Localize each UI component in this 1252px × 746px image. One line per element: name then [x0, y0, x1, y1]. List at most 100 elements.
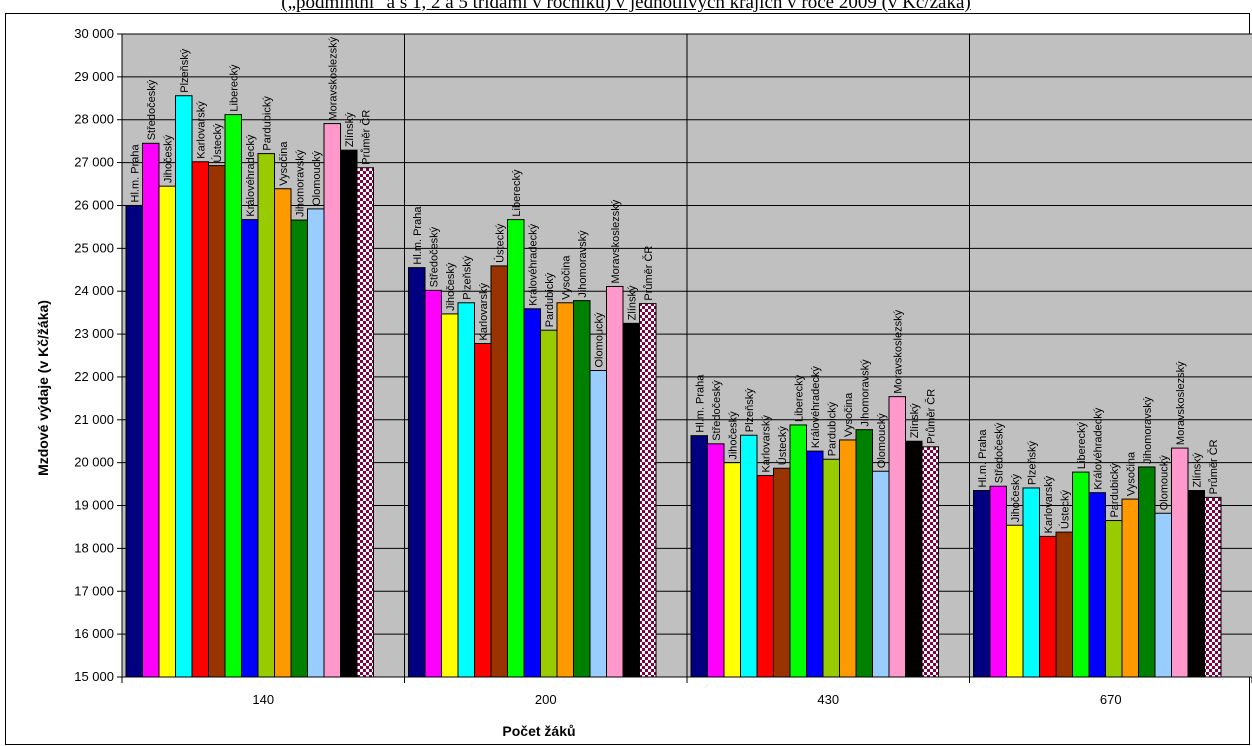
bar	[340, 149, 358, 678]
bar-data-label: Ústecký	[1058, 489, 1071, 529]
chart-title: („podmíntní" a s 1, 2 a 5 třídami v ročn…	[281, 0, 971, 13]
bar-data-label: Středočeský	[146, 79, 158, 140]
bar-data-label: Moravskoslezský	[610, 199, 622, 283]
bar	[622, 322, 640, 678]
bar-data-label: Jihočeský	[445, 262, 457, 311]
bar	[773, 467, 791, 678]
bar-data-label: Průměr ČR	[1207, 439, 1220, 494]
y-tick-label: 27 000	[74, 155, 114, 170]
x-tick-label: 140	[252, 692, 274, 707]
x-axis-label: Počet žáků	[502, 723, 575, 739]
bar-data-label: Pardubický	[544, 272, 556, 327]
bar	[424, 289, 442, 678]
bar-data-label: Karlovarský	[760, 415, 772, 473]
bar	[690, 435, 708, 678]
bar	[1039, 535, 1057, 678]
bar-data-label: Zlínský	[909, 403, 921, 438]
bar	[1055, 531, 1073, 678]
y-tick-label: 17 000	[74, 583, 114, 598]
bar	[707, 443, 725, 678]
bar	[556, 302, 574, 678]
x-tick-label: 200	[535, 692, 557, 707]
bar	[457, 302, 475, 678]
bar	[540, 329, 558, 678]
y-tick-label: 29 000	[74, 69, 114, 84]
bar-data-label: Moravskoslezský	[892, 309, 904, 393]
bar-data-label: Středočeský	[993, 422, 1005, 483]
bar	[241, 219, 259, 678]
y-tick-label: 15 000	[74, 669, 114, 684]
y-tick-label: 21 000	[74, 412, 114, 427]
bar	[822, 458, 840, 678]
bar	[855, 429, 873, 678]
bar	[1138, 466, 1156, 678]
bar-data-label: Královéhradecký	[810, 366, 822, 448]
y-tick-label: 22 000	[74, 369, 114, 384]
bar	[290, 219, 308, 678]
bar-data-label: Moravskoslezský	[327, 36, 339, 120]
y-tick-label: 20 000	[74, 455, 114, 470]
bar-data-label: Liberecký	[793, 374, 805, 422]
bar-data-label: Hl.m. Praha	[129, 144, 141, 203]
bar	[789, 424, 807, 678]
bar-data-label: Jihomoravský	[577, 230, 589, 298]
bar-data-label: Královéhradecký	[527, 223, 539, 305]
bar	[921, 446, 939, 678]
bar-data-label: Pardubický	[261, 96, 273, 151]
bar-data-label: Olomoucký	[311, 150, 323, 206]
bar	[1187, 490, 1205, 678]
bar-data-label: Jihočeský	[727, 411, 739, 460]
bar	[740, 434, 758, 678]
bar	[1204, 496, 1222, 678]
bar	[191, 161, 209, 678]
y-tick-label: 16 000	[74, 626, 114, 641]
bar-data-label: Plzeňský	[744, 388, 756, 433]
bar-data-label: Hl.m. Praha	[412, 206, 424, 265]
y-tick-label: 19 000	[74, 498, 114, 513]
bar	[125, 204, 143, 678]
bar-data-label: Hl.m. Praha	[694, 374, 706, 433]
bar-data-label: Liberecký	[511, 169, 523, 217]
bar	[639, 303, 657, 678]
bar	[1072, 471, 1090, 678]
bar-data-label: Jihomoravský	[294, 149, 306, 217]
bar-data-label: Královéhradecký	[245, 134, 257, 216]
bar	[208, 165, 226, 678]
bar	[723, 462, 741, 678]
bar	[1171, 447, 1189, 678]
y-tick-label: 28 000	[74, 112, 114, 127]
bar	[573, 300, 591, 678]
bar-data-label: Plzeňský	[1026, 440, 1038, 485]
bar-data-label: Plzeňský	[179, 48, 191, 93]
bar	[756, 475, 774, 678]
y-axis-label: Mzdové výdaje (v Kč/žáka)	[35, 300, 51, 476]
bar	[589, 370, 607, 678]
bar-data-label: Karlovarský	[478, 283, 490, 341]
bar-data-label: Pardubický	[826, 401, 838, 456]
bar-data-label: Průměr ČR	[359, 110, 372, 165]
bar	[307, 208, 325, 678]
bar-data-label: Liberecký	[1076, 422, 1088, 470]
bar	[1088, 492, 1106, 678]
bar-data-label: Vysočina	[1125, 451, 1137, 496]
bar	[408, 267, 426, 678]
bar	[1121, 498, 1139, 678]
y-tick-label: 30 000	[74, 26, 114, 41]
bar-data-label: Liberecký	[228, 64, 240, 112]
bar-data-label: Vysočina	[560, 255, 572, 300]
bar	[224, 114, 242, 678]
bar	[490, 265, 508, 678]
bar	[905, 440, 923, 678]
y-tick-label: 24 000	[74, 283, 114, 298]
bar-data-label: Jihočeský	[162, 134, 174, 183]
bar	[175, 95, 193, 678]
bar-data-label: Zlínský	[1191, 452, 1203, 487]
bar-data-label: Karlovarský	[195, 101, 207, 159]
y-tick-label: 18 000	[74, 540, 114, 555]
bar-data-label: Vysočina	[843, 392, 855, 437]
bar-data-label: Ústecký	[211, 123, 224, 163]
bar-data-label: Moravskoslezský	[1175, 361, 1187, 445]
bar	[523, 308, 541, 678]
bar	[1022, 487, 1040, 678]
